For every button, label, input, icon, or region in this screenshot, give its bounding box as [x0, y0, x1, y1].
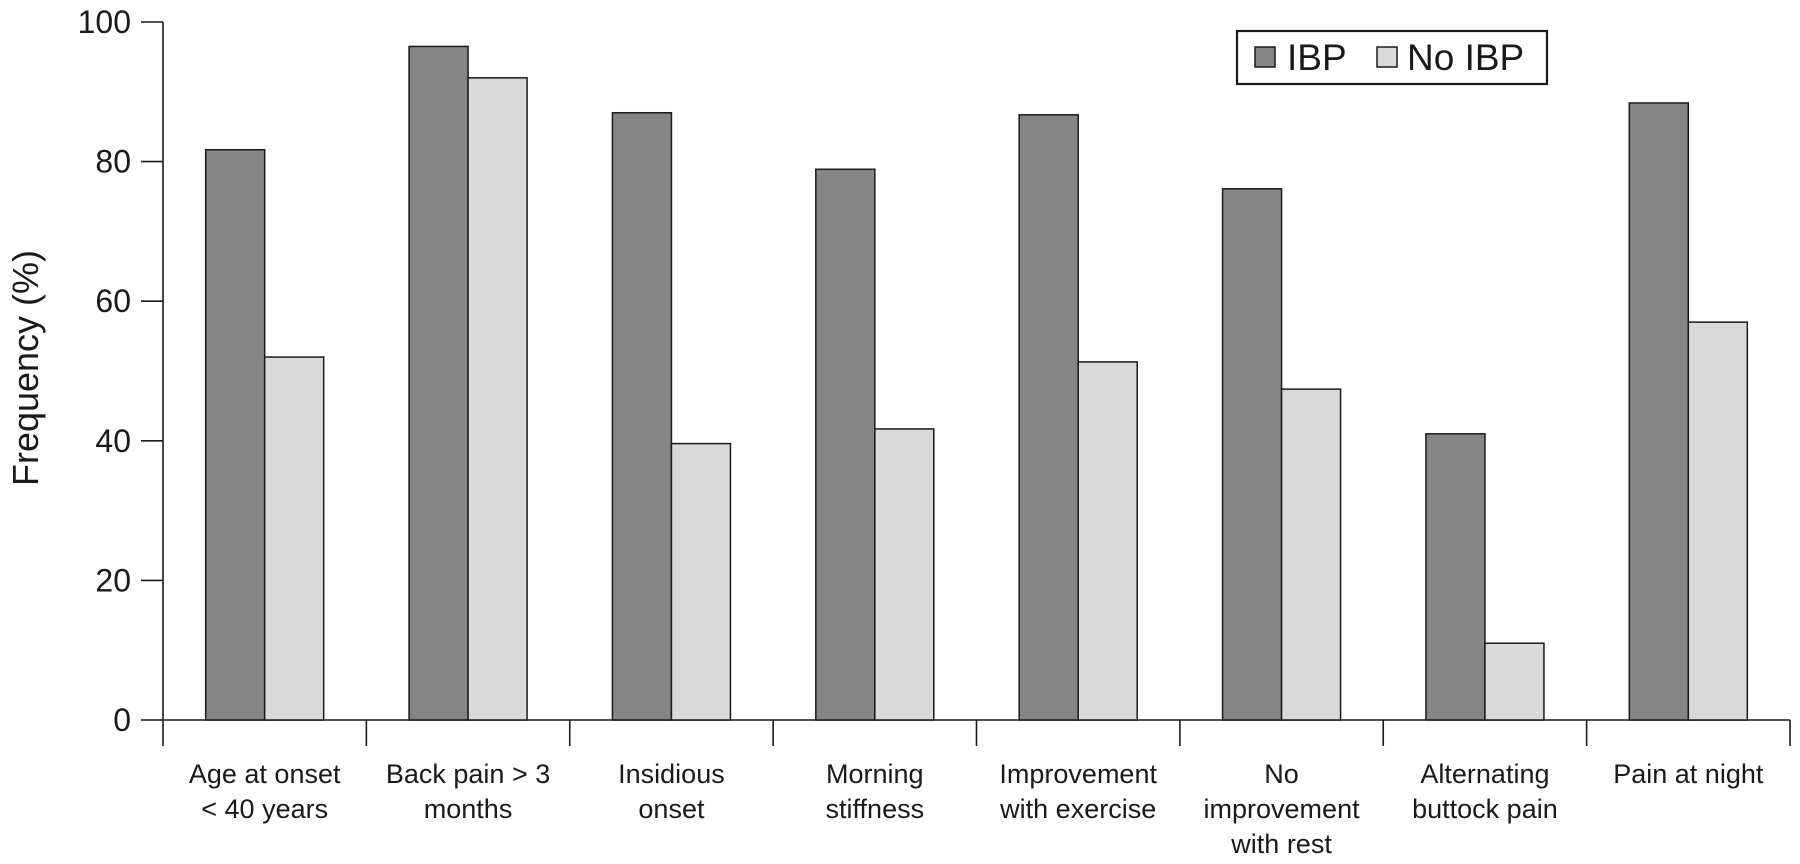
x-category-label: < 40 years: [201, 794, 328, 824]
legend-swatch: [1376, 46, 1398, 68]
x-category-label: months: [424, 794, 513, 824]
y-tick-label: 40: [95, 423, 131, 459]
x-category-label: Back pain > 3: [386, 759, 550, 789]
x-category-label: Pain at night: [1613, 759, 1764, 789]
bar-no-ibp: [1077, 361, 1138, 721]
y-tick-label: 20: [95, 562, 131, 598]
bar-ibp: [611, 111, 673, 721]
bar-no-ibp: [1280, 388, 1342, 721]
y-axis-ticks: 0 20 40 60 80 100: [78, 4, 163, 738]
y-tick-label: 100: [78, 4, 131, 40]
y-tick-label: 80: [95, 144, 131, 180]
bar-ibp: [204, 148, 266, 721]
bar-no-ibp: [467, 77, 528, 721]
x-category-label: onset: [638, 794, 705, 824]
bar-no-ibp: [1687, 321, 1749, 721]
x-category-label: stiffness: [826, 794, 925, 824]
y-tick-label: 60: [95, 283, 131, 319]
bar-no-ibp: [874, 428, 935, 721]
x-category-label: Improvement: [999, 759, 1157, 789]
x-category-label: No: [1264, 759, 1299, 789]
bar-ibp: [1425, 433, 1486, 721]
y-tick-label: 0: [113, 702, 131, 738]
bar-ibp: [1628, 102, 1690, 721]
x-category-label: with rest: [1230, 829, 1332, 859]
bar-ibp: [1018, 114, 1079, 721]
bar-ibp: [815, 168, 876, 721]
x-category-label: Age at onset: [189, 759, 341, 789]
legend-swatch: [1254, 46, 1276, 68]
bar-ibp: [408, 45, 469, 721]
legend-label: No IBP: [1407, 37, 1524, 78]
x-category-label: Alternating: [1420, 759, 1549, 789]
bar-no-ibp: [670, 442, 732, 721]
x-category-label: improvement: [1204, 794, 1361, 824]
x-category-label: buttock pain: [1412, 794, 1558, 824]
x-category-label: Morning: [826, 759, 924, 789]
bar-no-ibp: [263, 356, 325, 721]
bar-no-ibp: [1484, 642, 1545, 721]
x-category-label: with exercise: [999, 794, 1156, 824]
legend: IBP No IBP: [1235, 29, 1549, 86]
x-category-label: Insidious: [618, 759, 725, 789]
bars: [204, 45, 1749, 721]
y-axis-title: Frequency (%): [5, 250, 46, 486]
x-axis-labels: Age at onset < 40 years Back pain > 3 month…: [189, 759, 1764, 859]
legend-label: IBP: [1287, 37, 1347, 78]
axes: [162, 22, 1791, 746]
bar-ibp: [1221, 188, 1283, 721]
